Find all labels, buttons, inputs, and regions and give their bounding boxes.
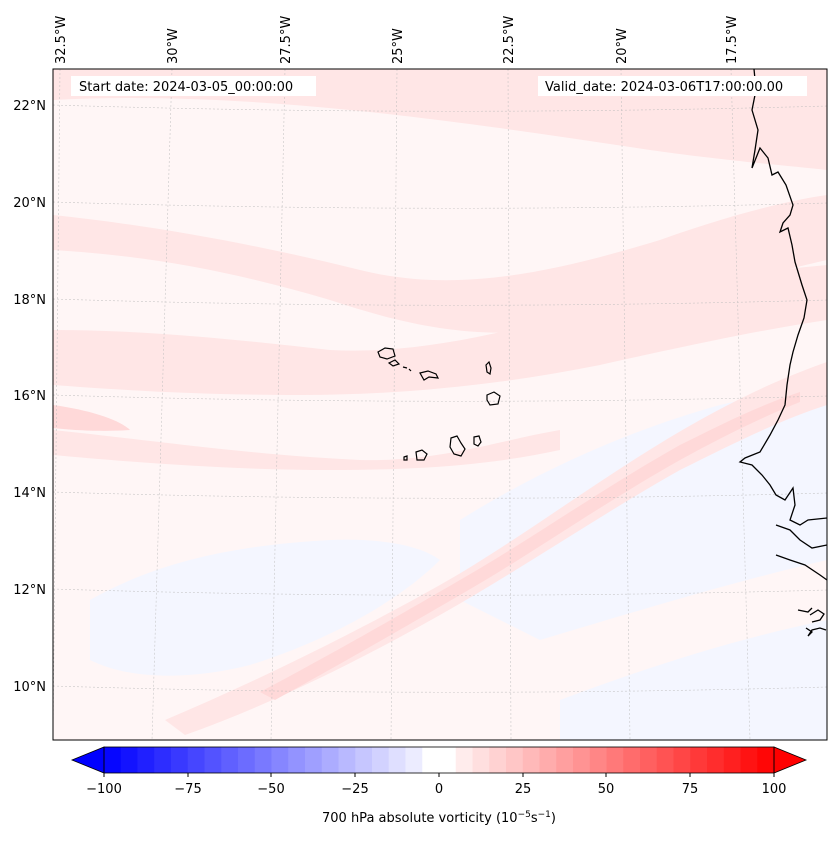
colorbar-cell [723, 747, 741, 773]
lon-label: 25°W [391, 28, 406, 64]
vorticity-band-central [53, 430, 560, 470]
lat-label: 12°N [13, 583, 46, 598]
colorbar-cell [104, 747, 122, 773]
start-date-label: Start date: 2024-03-05_00:00:00 [79, 80, 293, 95]
colorbar-cell [522, 747, 540, 773]
colorbar-cell [606, 747, 624, 773]
colorbar-cell [171, 747, 189, 773]
colorbar-title-exp1: −5 [518, 810, 531, 820]
colorbar-tick-label: 50 [598, 782, 615, 797]
vorticity-negative-patch-east [460, 380, 827, 640]
colorbar-cell [422, 747, 440, 773]
colorbar-cell [187, 747, 205, 773]
colorbar-cell [573, 747, 591, 773]
colorbar-tick-label: 100 [762, 782, 787, 797]
start-date-box [71, 76, 316, 96]
colorbar-cell [271, 747, 289, 773]
colorbar-cell [305, 747, 323, 773]
colorbar-cells [104, 747, 775, 773]
colorbar-cell [388, 747, 406, 773]
lat-label: 22°N [13, 99, 46, 114]
colorbar-cell [472, 747, 490, 773]
colorbar-cell [656, 747, 674, 773]
colorbar-cell [690, 747, 708, 773]
lon-label: 32.5°W [54, 16, 69, 64]
colorbar-tick-label: −100 [86, 782, 122, 797]
map-panel [53, 69, 827, 740]
colorbar: −100 −75 −50 −25 0 25 50 75 100 700 hPa … [70, 746, 808, 826]
colorbar-cell [539, 747, 557, 773]
lon-label: 20°W [615, 28, 630, 64]
vorticity-diagonal-band [165, 362, 827, 735]
colorbar-cell [673, 747, 691, 773]
colorbar-cell [120, 747, 138, 773]
colorbar-cell [372, 747, 390, 773]
colorbar-tick-label: −50 [257, 782, 284, 797]
vorticity-diagonal-core [260, 392, 800, 700]
lon-label: 27.5°W [279, 16, 294, 64]
colorbar-title-main: 700 hPa absolute vorticity (10 [322, 811, 518, 826]
vorticity-negative-patch-south [90, 539, 440, 676]
colorbar-cell [740, 747, 758, 773]
lon-label: 30°W [166, 28, 181, 64]
colorbar-cell [137, 747, 155, 773]
longitude-labels: 32.5°W 30°W 27.5°W 25°W 22.5°W 20°W 17.5… [54, 16, 740, 64]
lon-label: 22.5°W [502, 16, 517, 64]
colorbar-cell [439, 747, 457, 773]
colorbar-tick-label: −75 [174, 782, 201, 797]
colorbar-cell [757, 747, 775, 773]
africa-coastline [738, 69, 827, 637]
latitude-labels: 22°N 20°N 18°N 16°N 14°N 12°N 10°N [13, 99, 46, 695]
vorticity-band-west [53, 405, 130, 431]
colorbar-tick-label: 75 [682, 782, 699, 797]
colorbar-title: 700 hPa absolute vorticity (10−5s−1) [322, 810, 556, 826]
colorbar-min-extension [70, 746, 105, 774]
colorbar-cell [707, 747, 725, 773]
lat-label: 16°N [13, 389, 46, 404]
colorbar-cell [154, 747, 172, 773]
colorbar-tick-label: −25 [341, 782, 368, 797]
colorbar-ticks: −100 −75 −50 −25 0 25 50 75 100 [86, 773, 786, 797]
colorbar-cell [405, 747, 423, 773]
colorbar-cell [489, 747, 507, 773]
valid-date-box [538, 76, 807, 96]
colorbar-tick-label: 0 [435, 782, 443, 797]
lat-label: 20°N [13, 196, 46, 211]
colorbar-cell [238, 747, 256, 773]
vorticity-negative-patch-se [560, 620, 827, 740]
lat-label: 14°N [13, 486, 46, 501]
valid-date-label: Valid_date: 2024-03-06T17:00:00.00 [545, 80, 783, 95]
colorbar-max-extension [773, 746, 808, 774]
lat-label: 10°N [13, 680, 46, 695]
colorbar-cell [455, 747, 473, 773]
colorbar-title-mid: s [531, 811, 538, 826]
vorticity-band-mid [53, 265, 827, 395]
lat-label: 18°N [13, 293, 46, 308]
colorbar-cell [640, 747, 658, 773]
colorbar-cell [254, 747, 272, 773]
colorbar-cell [288, 747, 306, 773]
colorbar-cell [338, 747, 356, 773]
colorbar-cell [506, 747, 524, 773]
map-frame [52, 68, 828, 741]
colorbar-cell [556, 747, 574, 773]
colorbar-cell [204, 747, 222, 773]
lon-label: 17.5°W [725, 16, 740, 64]
colorbar-tick-label: 25 [515, 782, 532, 797]
colorbar-cell [623, 747, 641, 773]
colorbar-title-end: ) [551, 811, 556, 826]
colorbar-title-exp2: −1 [538, 810, 551, 820]
colorbar-cell [321, 747, 339, 773]
colorbar-cell [589, 747, 607, 773]
colorbar-cell [221, 747, 239, 773]
colorbar-cell [355, 747, 373, 773]
cape-verde-islands [377, 347, 501, 461]
